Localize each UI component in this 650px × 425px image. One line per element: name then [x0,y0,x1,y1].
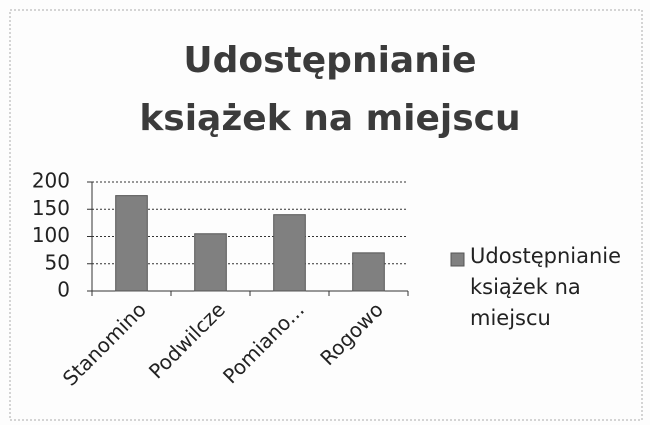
bar [352,252,385,292]
bar [194,233,227,292]
x-tick-label: Stanomino [58,297,151,390]
legend-swatch [450,252,465,267]
y-tick-label: 0 [57,278,70,302]
x-tick-label: Podwilcze [144,297,230,383]
y-tick-label: 100 [32,223,70,247]
y-tick-label: 150 [32,196,70,220]
chart-title: Udostępnianie książek na miejscu [139,40,521,139]
frame [9,9,643,421]
bar [273,214,306,292]
x-tick-label: Rogowo [315,297,388,370]
legend-label: Udostępnianie książek na miejscu [470,244,622,330]
y-tick-label: 200 [32,169,70,193]
bar [115,195,148,292]
y-tick-label: 50 [45,250,70,274]
x-tick-label: Pomiano... [218,297,309,388]
